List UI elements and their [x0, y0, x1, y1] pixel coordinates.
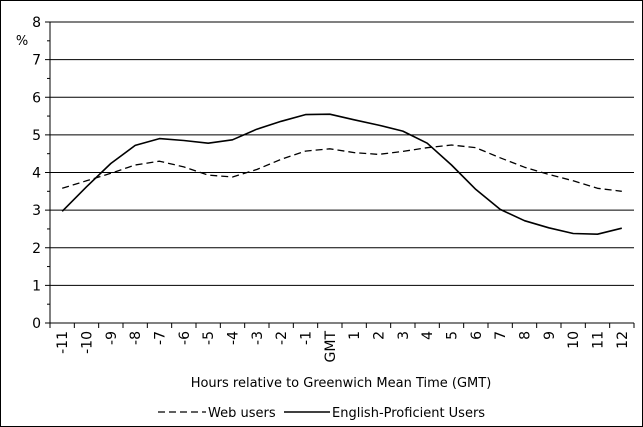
x-tick-label-5: 5 — [445, 331, 461, 340]
y-tick-label-2: 2 — [32, 241, 41, 257]
x-tick-label--7: -7 — [153, 331, 169, 345]
x-tick-label-4: 4 — [420, 331, 436, 340]
x-tick-label--5: -5 — [201, 331, 217, 345]
y-tick-labels: 0 1 2 3 4 5 6 7 8 — [32, 15, 41, 332]
x-tick-label--11: -11 — [55, 331, 71, 354]
series-line-english-proficient-users — [61, 113, 622, 235]
x-tick-label--2: -2 — [274, 331, 290, 345]
x-tick-label-2: 2 — [372, 331, 388, 340]
y-tick-label-5: 5 — [32, 128, 41, 144]
legend: Web users English-Proficient Users — [158, 406, 485, 421]
y-axis-label: % — [16, 34, 28, 49]
x-tick-label--4: -4 — [226, 331, 242, 345]
x-tick-label-8: 8 — [518, 331, 534, 340]
x-axis-label: Hours relative to Greenwich Mean Time (G… — [191, 376, 492, 391]
gridlines — [50, 21, 634, 286]
y-tick-label-6: 6 — [32, 90, 41, 106]
x-tick-label-6: 6 — [469, 331, 485, 340]
x-tick-label--9: -9 — [104, 331, 120, 345]
x-tick-labels: -11 -10 -9 -8 -7 -6 -5 -4 -3 -2 -1 GMT 1 2 3 4 5 6 7 8 9 10 11… — [55, 331, 631, 363]
x-tick-label--1: -1 — [299, 331, 315, 345]
x-tick-label-10: 10 — [566, 331, 582, 349]
x-tick-label--3: -3 — [250, 331, 266, 345]
x-tick-label-GMT: GMT — [323, 331, 339, 363]
y-tick-label-8: 8 — [32, 15, 41, 31]
x-tick-label-11: 11 — [591, 331, 607, 349]
x-tick-label-7: 7 — [493, 331, 509, 340]
series-line-web-users — [62, 144, 622, 192]
y-tick-label-3: 3 — [32, 203, 41, 219]
legend-label-web-users: Web users — [208, 406, 276, 421]
series-lines — [61, 113, 622, 235]
y-tick-label-4: 4 — [32, 166, 41, 182]
x-tick-label-1: 1 — [347, 331, 363, 340]
y-tick-label-1: 1 — [32, 278, 41, 294]
x-tick-label-12: 12 — [615, 331, 631, 349]
x-tick-label--6: -6 — [177, 331, 193, 345]
x-tick-label-9: 9 — [542, 331, 558, 340]
x-tick-label--8: -8 — [128, 331, 144, 345]
y-tick-label-0: 0 — [32, 316, 41, 332]
x-tick-label-3: 3 — [396, 331, 412, 340]
axes — [45, 21, 635, 328]
x-tick-label--10: -10 — [80, 331, 96, 354]
y-tick-label-7: 7 — [32, 53, 41, 69]
legend-label-english-proficient: English-Proficient Users — [332, 406, 485, 421]
